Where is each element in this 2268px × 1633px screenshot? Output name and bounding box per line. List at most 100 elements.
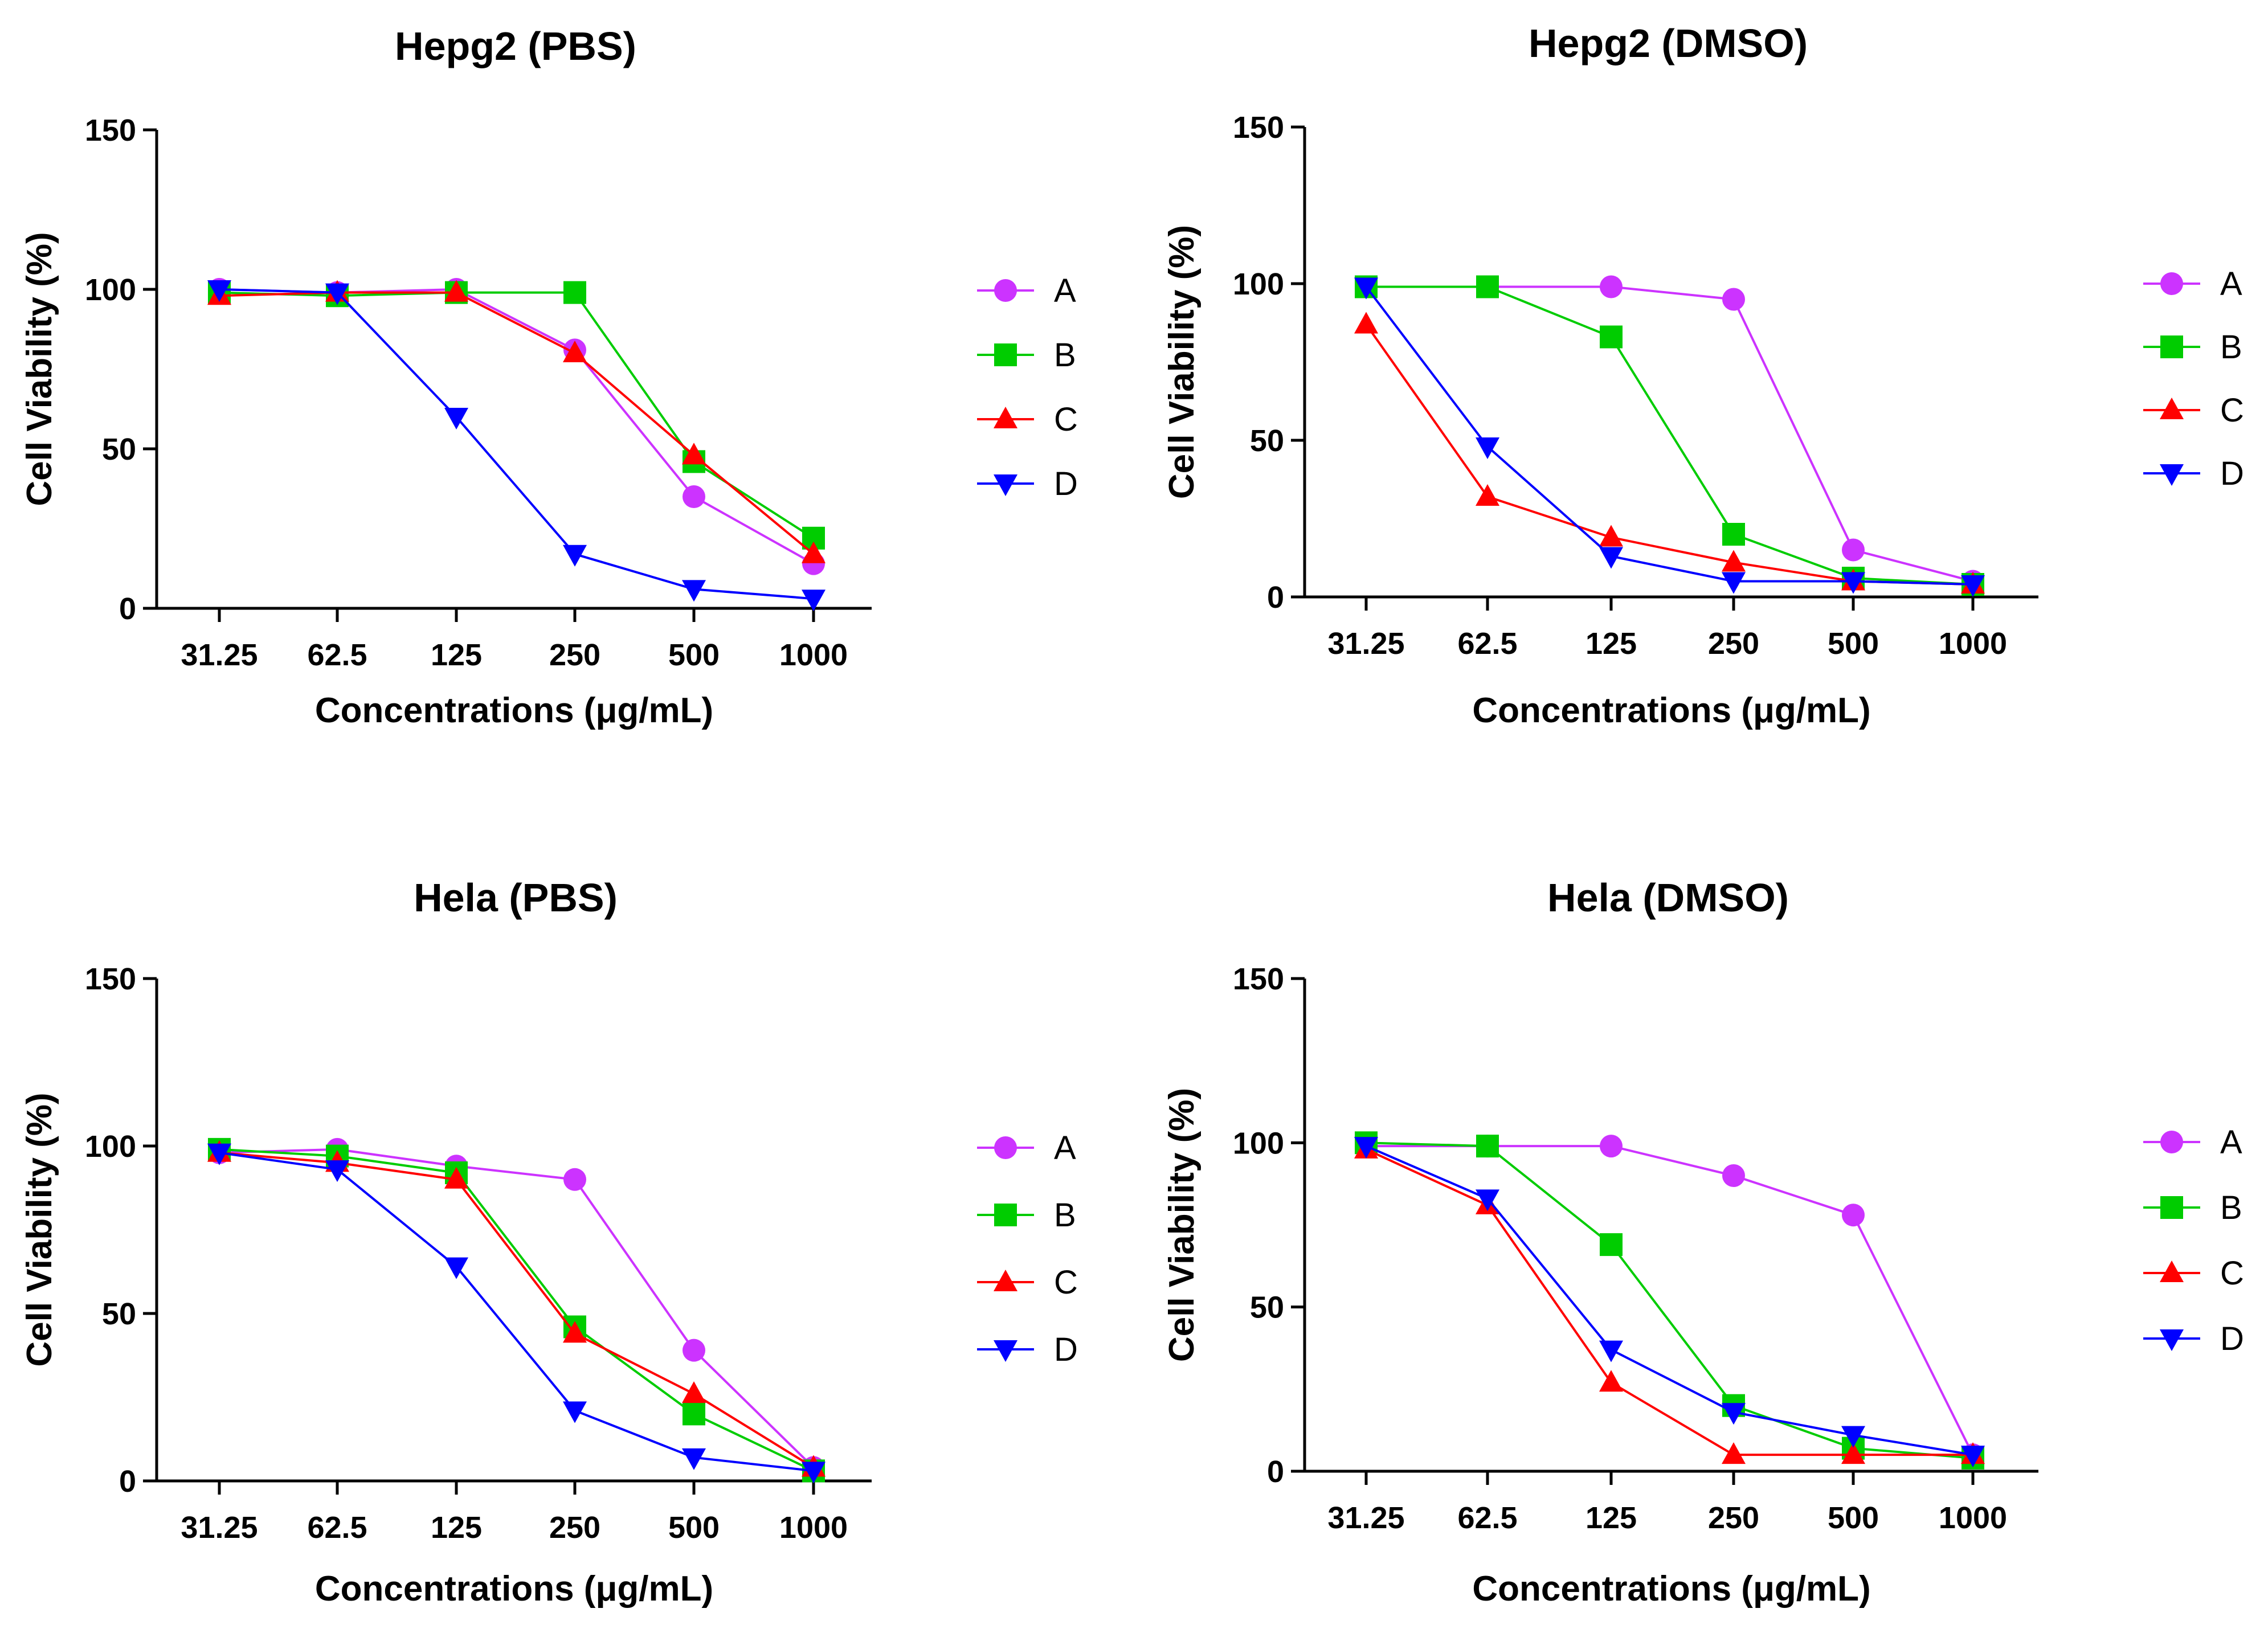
- data-point-D: [1722, 1403, 1746, 1425]
- legend-item-A: A: [2143, 265, 2242, 302]
- series-line-C: [1366, 1148, 1973, 1456]
- x-tick-label: 31.25: [1327, 627, 1404, 661]
- data-point-B: [1476, 1135, 1499, 1158]
- y-tick-label: 0: [119, 592, 136, 626]
- data-point-A: [1722, 288, 1745, 311]
- x-tick-label: 1000: [779, 1511, 848, 1545]
- data-point-C: [444, 280, 468, 302]
- data-point-D: [682, 1448, 706, 1470]
- legend-item-A: A: [977, 272, 1076, 309]
- series-C: [1354, 1136, 1985, 1464]
- legend-item-D: D: [2143, 1320, 2244, 1357]
- x-tick-label: 500: [1828, 1501, 1879, 1535]
- legend-marker: [994, 279, 1017, 302]
- data-point-A: [683, 1339, 705, 1362]
- data-point-D: [1476, 437, 1499, 459]
- series-line-D: [219, 288, 814, 600]
- chart-title: Hela (PBS): [414, 875, 618, 920]
- data-point-D: [1841, 1426, 1865, 1448]
- x-tick-label: 250: [1708, 1501, 1759, 1535]
- y-axis-label: Cell Viability (%): [1162, 1088, 1202, 1362]
- series-line-B: [1366, 1141, 1973, 1459]
- y-axis-label: Cell Viability (%): [20, 1092, 59, 1366]
- legend-label: B: [1054, 337, 1076, 374]
- series-line-C: [219, 1151, 815, 1469]
- legend-item-D: D: [2143, 455, 2244, 492]
- x-tick-label: 31.25: [1327, 1501, 1404, 1535]
- legend-marker: [2160, 398, 2184, 419]
- chart-panel-1: Hepg2 (PBS) 0 50 100 150 31.25 62.5 125 250 500 10…: [20, 24, 1078, 730]
- y-tick-label: 0: [119, 1464, 136, 1499]
- legend-marker: [2160, 335, 2183, 358]
- data-point-D: [1961, 1446, 1985, 1468]
- x-tick-label: 1000: [1939, 627, 2007, 661]
- legend-label: B: [2220, 329, 2242, 366]
- series-B: [1355, 275, 1984, 596]
- data-point-D: [1599, 1340, 1623, 1362]
- data-point-B: [563, 281, 586, 304]
- x-tick-label: 125: [431, 1511, 482, 1545]
- data-point-D: [207, 1143, 231, 1165]
- chart-title: Hepg2 (PBS): [395, 24, 636, 68]
- x-tick-label: 125: [431, 638, 482, 672]
- series-line-D: [219, 1151, 814, 1472]
- y-axis-label: Cell Viability (%): [20, 232, 59, 506]
- legend-marker: [2160, 1131, 2183, 1153]
- y-tick-label: 50: [1250, 424, 1284, 458]
- data-point-D: [802, 1462, 826, 1484]
- data-point-D: [563, 1401, 587, 1423]
- series-C: [207, 1140, 826, 1477]
- x-tick-label: 125: [1585, 627, 1637, 661]
- y-tick-label: 150: [85, 113, 136, 148]
- legend-label: A: [2220, 265, 2242, 302]
- y-tick-label: 150: [1233, 110, 1284, 145]
- series-C: [1354, 312, 1985, 594]
- series-line-A: [219, 1148, 815, 1468]
- legend-label: A: [2220, 1124, 2242, 1161]
- data-point-B: [1476, 275, 1499, 298]
- data-point-D: [1722, 572, 1746, 594]
- legend-item-A: A: [977, 1129, 1076, 1167]
- y-tick-label: 100: [1233, 1126, 1284, 1160]
- legend-label: D: [2220, 455, 2244, 492]
- series-line-B: [219, 1148, 814, 1472]
- data-point-C: [1841, 1442, 1865, 1464]
- legend-item-D: D: [977, 465, 1078, 502]
- y-tick-label: 100: [85, 1129, 136, 1164]
- data-point-B: [1600, 1233, 1623, 1257]
- data-point-D: [682, 580, 706, 602]
- y-tick-label: 50: [102, 1297, 136, 1331]
- data-point-D: [444, 1257, 468, 1279]
- x-tick-label: 500: [668, 638, 720, 672]
- legend-marker: [994, 1340, 1017, 1362]
- chart-panel-3: Hela (PBS) 0 50 100 150 31.25 62.5 125 250 500 100…: [20, 875, 1078, 1609]
- y-tick-label: 100: [1233, 267, 1284, 301]
- x-tick-label: 31.25: [181, 1511, 258, 1545]
- legend-marker: [2160, 464, 2184, 486]
- legend-marker: [994, 1204, 1017, 1226]
- y-axis-label: Cell Viability (%): [1162, 225, 1202, 499]
- x-tick-label: 250: [1708, 627, 1759, 661]
- data-point-C: [802, 541, 826, 563]
- legend-marker: [994, 343, 1017, 366]
- chart-panel-2: Hepg2 (DMSO) 0 50 100 150 31.25 62.5 125 250 500 1…: [1162, 21, 2244, 730]
- y-tick-label: 100: [85, 273, 136, 307]
- x-tick-label: 250: [549, 1511, 600, 1545]
- data-point-D: [207, 280, 231, 302]
- data-point-B: [1600, 325, 1623, 349]
- x-tick-label: 1000: [779, 638, 848, 672]
- chart-title: Hela (DMSO): [1547, 875, 1789, 920]
- x-tick-label: 31.25: [181, 638, 258, 672]
- data-point-B: [683, 1402, 705, 1426]
- legend-label: D: [1054, 465, 1078, 502]
- data-point-D: [802, 590, 826, 612]
- x-tick-label: 1000: [1939, 1501, 2007, 1535]
- legend-label: A: [1054, 1129, 1076, 1167]
- legend-label: C: [2220, 392, 2244, 429]
- data-point-D: [1841, 572, 1865, 594]
- data-point-D: [444, 408, 468, 429]
- data-point-B: [1722, 523, 1745, 546]
- data-point-C: [1476, 484, 1499, 506]
- data-point-C: [1599, 525, 1623, 547]
- legend-label: C: [1054, 1264, 1078, 1301]
